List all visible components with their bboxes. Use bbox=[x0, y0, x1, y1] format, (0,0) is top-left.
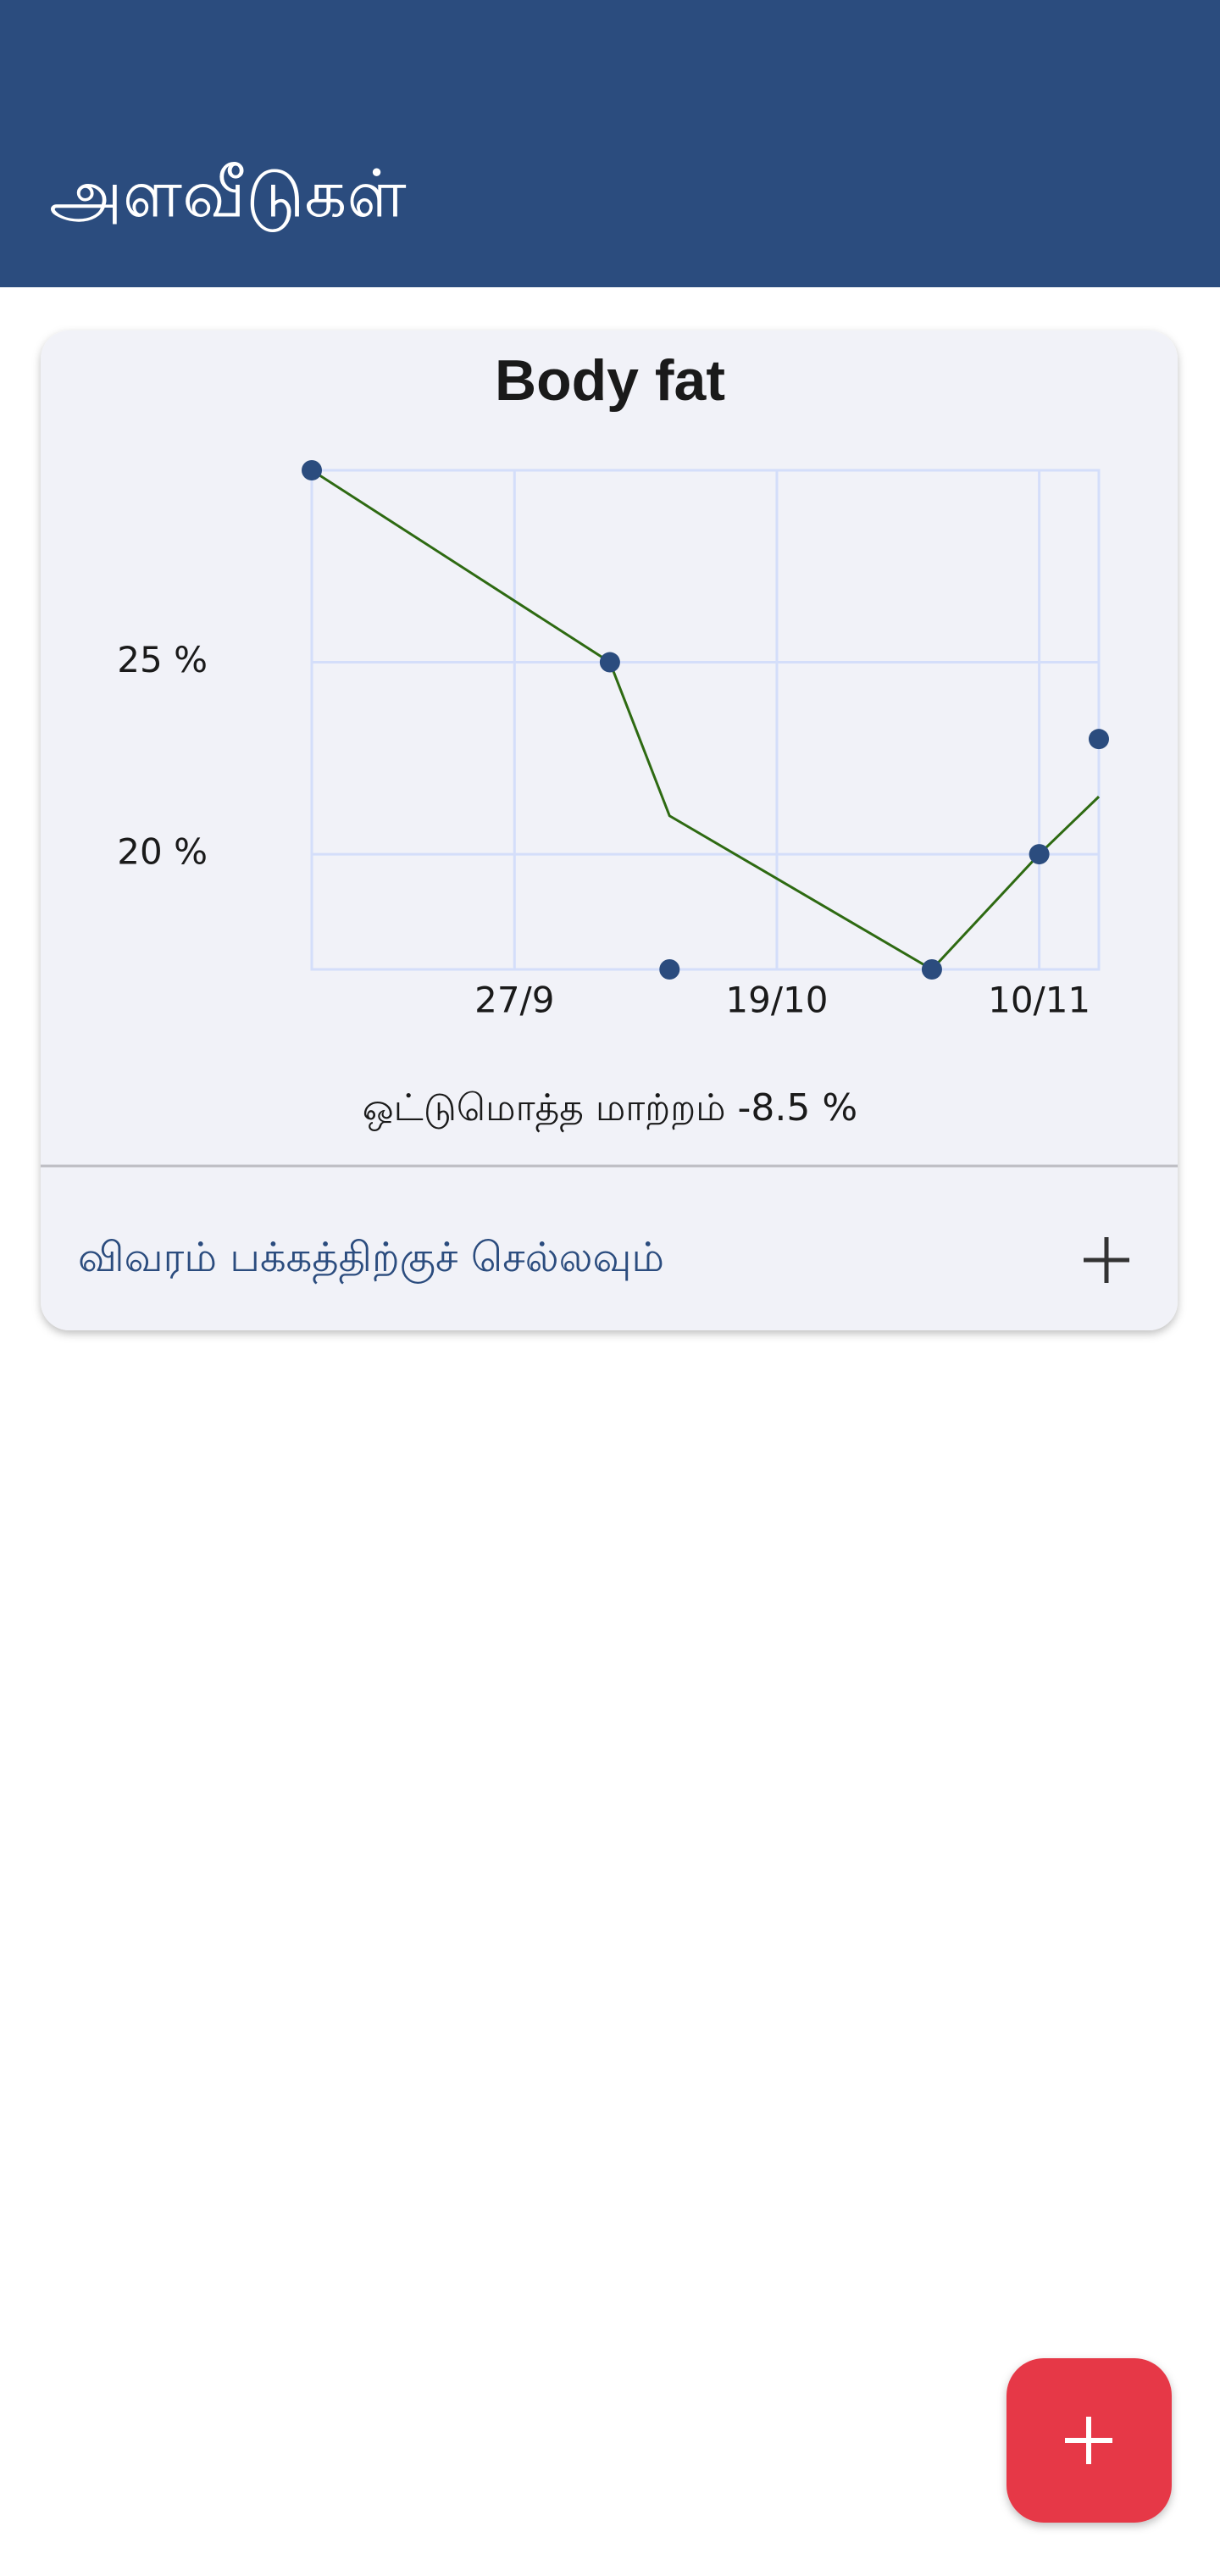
data-point bbox=[1029, 844, 1050, 865]
x-tick-label: 19/10 bbox=[725, 980, 828, 1021]
trend-line bbox=[311, 469, 1101, 971]
x-tick-label: 10/11 bbox=[988, 980, 1090, 1021]
details-link[interactable]: விவரம் பக்கத்திற்குச் செல்லவும் bbox=[78, 1234, 664, 1285]
y-tick-label: 20 % bbox=[117, 831, 208, 873]
fab-icon bbox=[1065, 2417, 1112, 2464]
x-tick-label: 27/9 bbox=[474, 980, 554, 1021]
data-point bbox=[302, 460, 322, 480]
add-icon[interactable] bbox=[1084, 1237, 1129, 1283]
data-point bbox=[659, 959, 680, 980]
chart-title: Body fat bbox=[495, 348, 725, 413]
y-tick-label: 25 % bbox=[117, 639, 208, 680]
data-point bbox=[1089, 729, 1109, 750]
data-point bbox=[599, 652, 620, 673]
app-bar bbox=[0, 0, 1220, 287]
summary: ஒட்டுமொத்த மாற்றம் -8.5 % bbox=[363, 1086, 857, 1132]
card bbox=[41, 330, 1178, 1330]
data-point bbox=[921, 959, 942, 980]
app-bar-title: அளவீடுகள் bbox=[49, 156, 407, 232]
plot-frame bbox=[310, 469, 1101, 971]
chart: 20 % 25 % 27/9 19/10 10/11 bbox=[117, 460, 1109, 1021]
